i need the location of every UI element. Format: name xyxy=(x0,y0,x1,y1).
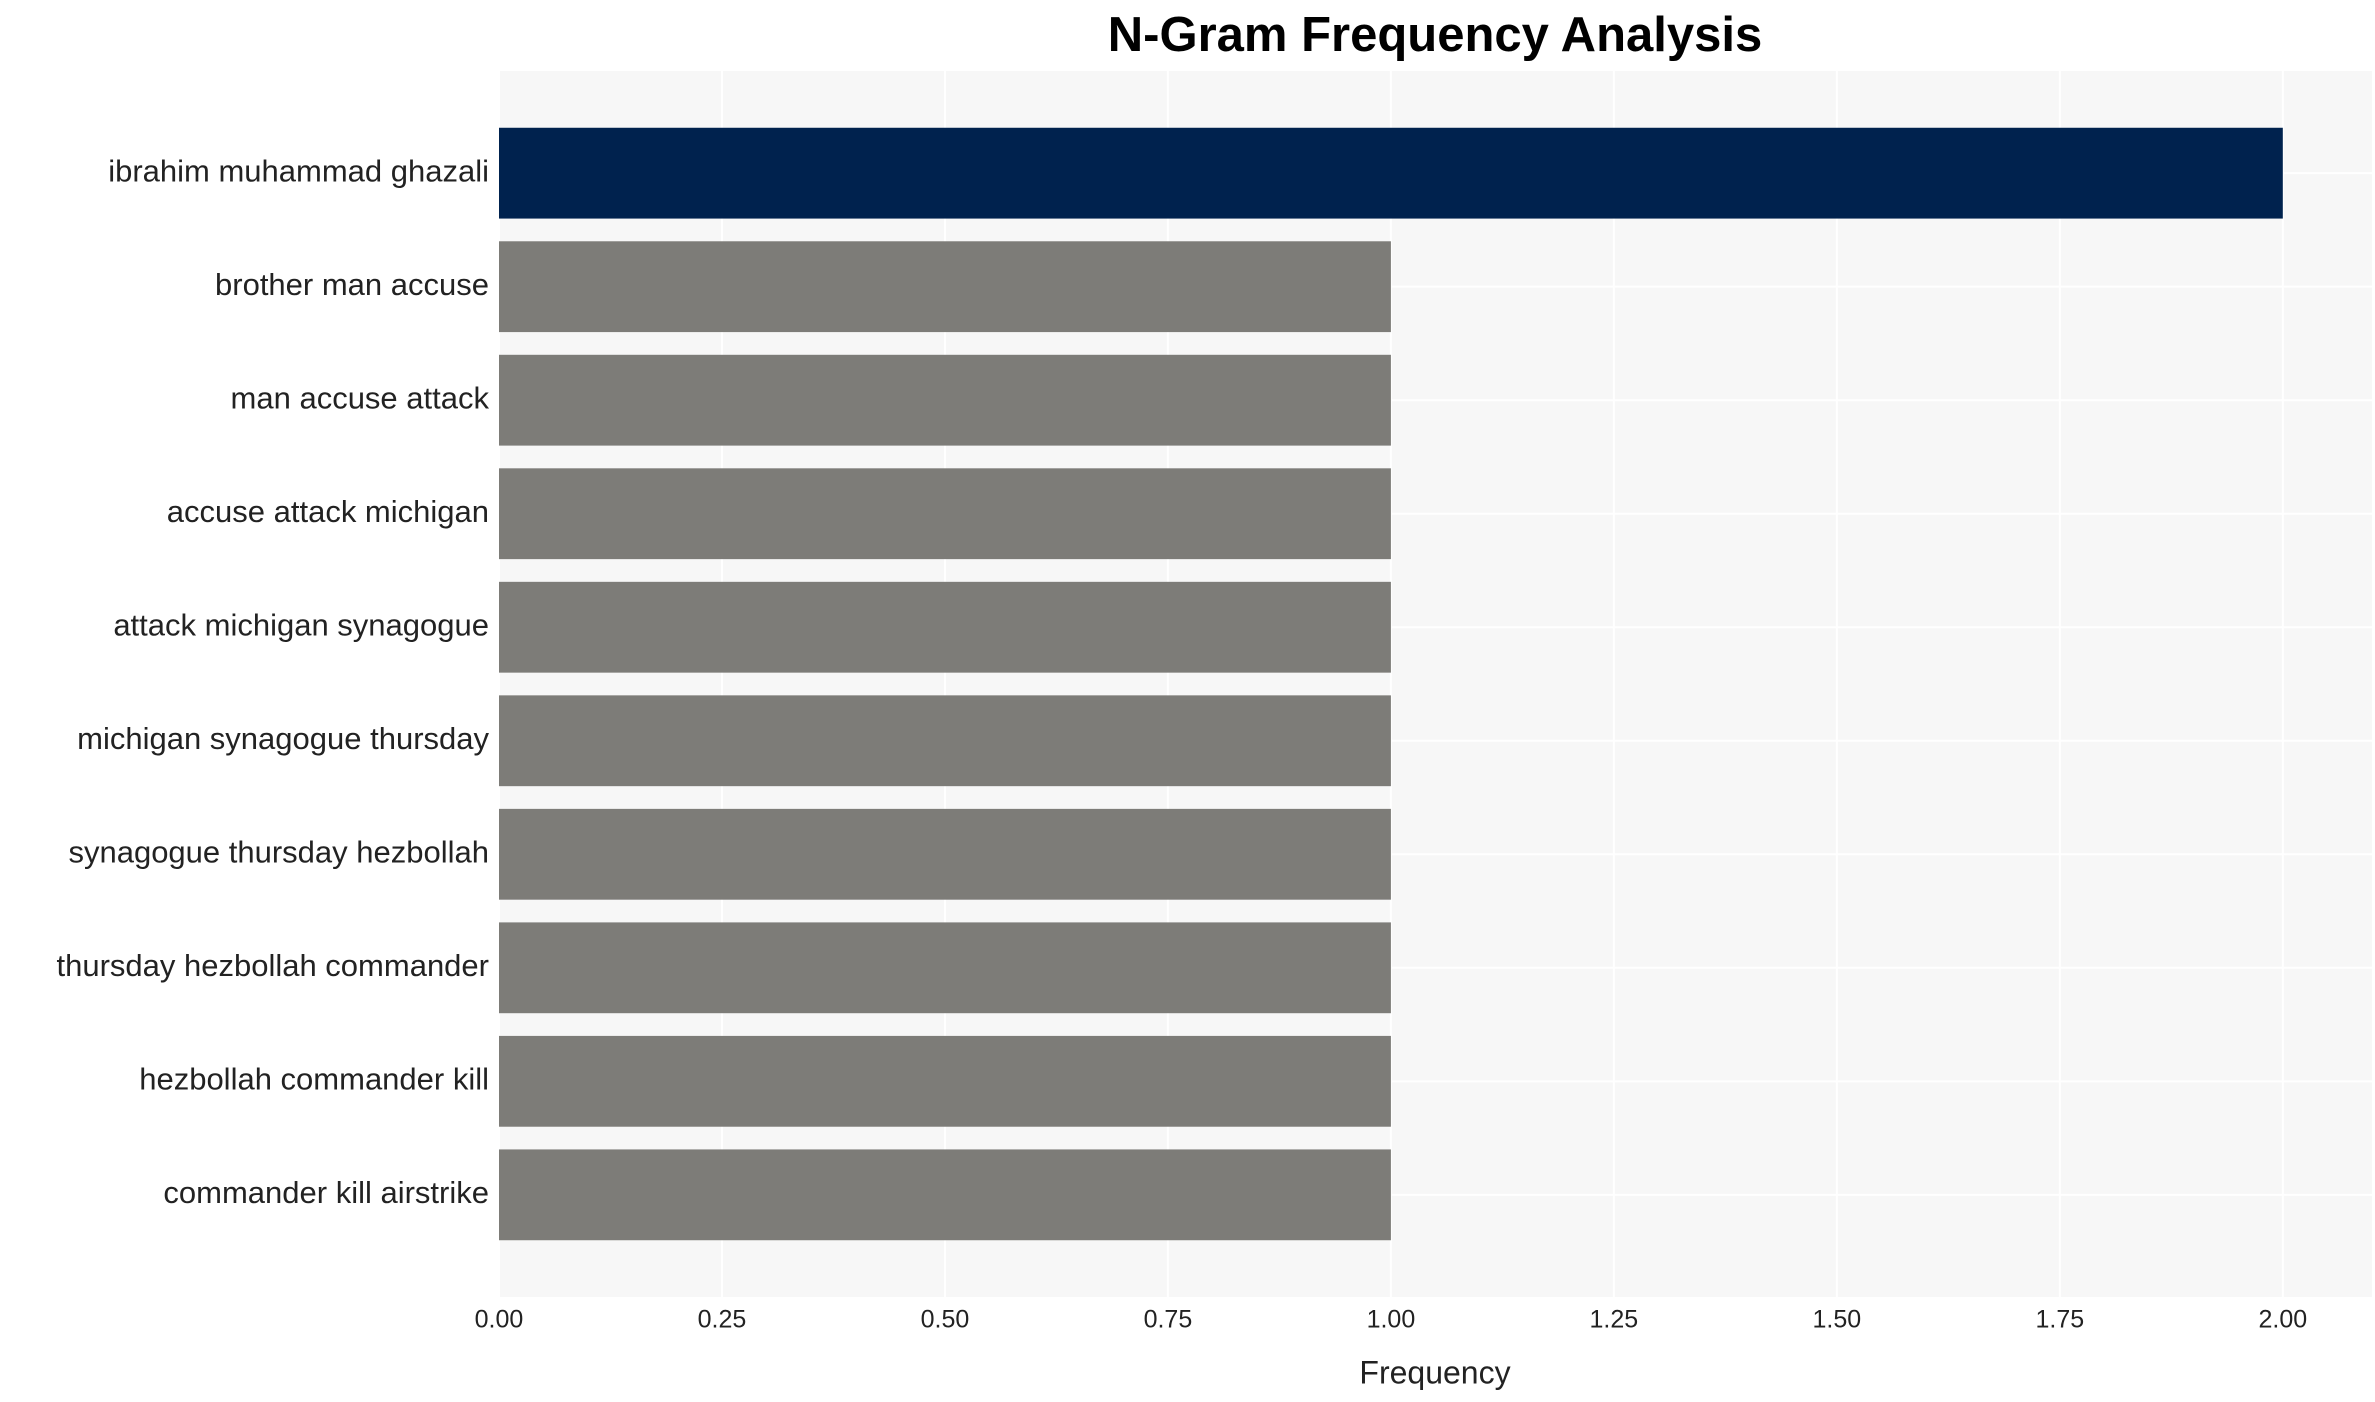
x-tick-label: 0.75 xyxy=(1144,1306,1193,1334)
y-tick-label: accuse attack michigan xyxy=(167,494,489,529)
y-tick-label: brother man accuse xyxy=(215,267,489,302)
x-tick-label: 1.00 xyxy=(1367,1306,1416,1334)
x-tick-label: 2.00 xyxy=(2258,1306,2307,1334)
bar xyxy=(499,468,1391,560)
y-tick-label: ibrahim muhammad ghazali xyxy=(108,153,489,188)
x-tick-label: 1.50 xyxy=(1813,1306,1862,1334)
x-tick-label: 0.25 xyxy=(698,1306,747,1334)
y-tick-label: michigan synagogue thursday xyxy=(77,721,489,756)
bar xyxy=(499,127,2283,219)
bar xyxy=(499,581,1391,673)
bar xyxy=(499,1035,1391,1127)
x-tick-label: 1.25 xyxy=(1590,1306,1639,1334)
x-axis-label: Frequency xyxy=(1359,1354,1510,1390)
y-tick-label: thursday hezbollah commander xyxy=(56,948,489,983)
bar xyxy=(499,922,1391,1014)
bar xyxy=(499,354,1391,446)
bar xyxy=(499,241,1391,333)
bar xyxy=(499,808,1391,900)
y-tick-label: synagogue thursday hezbollah xyxy=(68,834,489,869)
x-tick-label: 1.75 xyxy=(2035,1306,2084,1334)
y-tick-label: commander kill airstrike xyxy=(163,1175,489,1210)
bar xyxy=(499,1149,1391,1241)
y-tick-label: hezbollah commander kill xyxy=(139,1062,489,1097)
y-tick-label: man accuse attack xyxy=(231,380,490,415)
y-tick-label: attack michigan synagogue xyxy=(113,607,489,642)
chart-title: N-Gram Frequency Analysis xyxy=(1108,8,1762,62)
bar xyxy=(499,695,1391,787)
x-tick-label: 0.00 xyxy=(475,1306,524,1334)
x-tick-label: 0.50 xyxy=(921,1306,970,1334)
